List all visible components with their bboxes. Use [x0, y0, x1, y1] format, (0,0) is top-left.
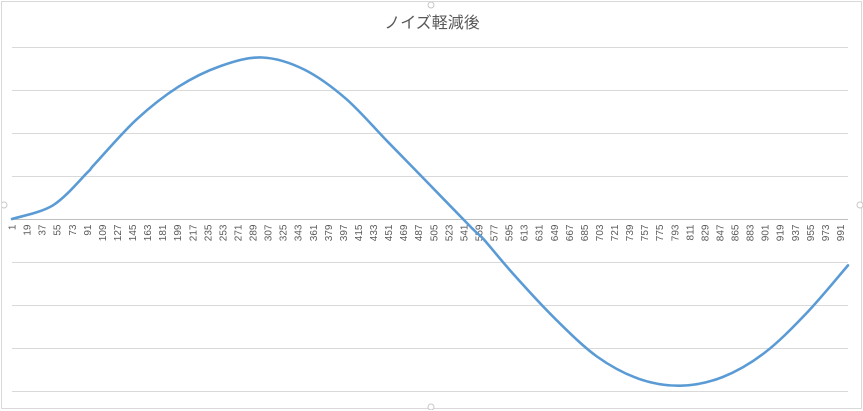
resize-handle-3[interactable] — [2, 201, 8, 209]
x-tick-label: 721 — [610, 224, 621, 241]
resize-handle-2[interactable] — [427, 403, 435, 410]
x-tick-label: 271 — [233, 224, 244, 241]
x-tick-label: 649 — [550, 224, 561, 241]
x-tick-label: 343 — [294, 224, 305, 241]
x-tick-label: 793 — [670, 224, 681, 241]
x-tick-label: 37 — [38, 224, 49, 236]
resize-handle-1[interactable] — [856, 201, 863, 209]
x-tick-label: 217 — [188, 224, 199, 241]
x-tick-label: 379 — [324, 224, 335, 241]
x-tick-label: 577 — [490, 224, 501, 241]
x-tick-label: 919 — [776, 224, 787, 241]
x-tick-label: 613 — [520, 224, 531, 241]
series-line-0 — [10, 56, 850, 388]
x-tick-label: 937 — [791, 224, 802, 241]
x-tick-label: 541 — [459, 224, 470, 241]
x-tick-label: 289 — [249, 224, 260, 241]
x-tick-label: 559 — [475, 224, 486, 241]
x-tick-label: 739 — [625, 224, 636, 241]
x-tick-label: 235 — [203, 224, 214, 241]
x-tick-label: 433 — [369, 224, 380, 241]
x-tick-label: 829 — [700, 224, 711, 241]
x-tick-label: 757 — [640, 224, 651, 241]
x-tick-label: 523 — [444, 224, 455, 241]
x-tick-label: 145 — [128, 224, 139, 241]
x-tick-label: 487 — [414, 224, 425, 241]
x-tick-label: 325 — [279, 224, 290, 241]
series-layer — [10, 56, 850, 388]
x-tick-label: 973 — [821, 224, 832, 241]
x-tick-label: 703 — [595, 224, 606, 241]
x-tick-label: 991 — [836, 224, 847, 241]
x-tick-label: 811 — [685, 224, 696, 240]
chart-title: ノイズ軽減後 — [384, 13, 480, 32]
x-tick-label: 109 — [98, 224, 109, 241]
resize-handle-0[interactable] — [427, 2, 435, 9]
x-tick-label: 901 — [761, 224, 772, 241]
x-tick-label: 469 — [399, 224, 410, 241]
x-tick-label: 253 — [218, 224, 229, 241]
x-tick-label: 451 — [384, 224, 395, 241]
x-tick-label: 865 — [731, 224, 742, 241]
x-tick-label: 667 — [565, 224, 576, 241]
gridlines — [12, 47, 848, 392]
x-tick-label: 415 — [354, 224, 365, 241]
x-tick-label: 595 — [505, 224, 516, 241]
x-tick-label: 307 — [264, 224, 275, 241]
x-tick-label: 631 — [535, 224, 546, 241]
x-tick-label: 505 — [429, 224, 440, 241]
x-tick-label: 955 — [806, 224, 817, 241]
x-tick-label: 1 — [8, 224, 19, 230]
x-tick-label: 883 — [746, 224, 757, 241]
x-tick-label: 847 — [716, 224, 727, 241]
x-tick-label: 361 — [309, 224, 320, 241]
x-tick-label: 685 — [580, 224, 591, 241]
x-tick-labels: 1 19 37 55 73 91 109 127 145 163 181 199 217 235 253 27… — [8, 224, 848, 241]
x-tick-label: 181 — [158, 224, 169, 241]
x-tick-label: 73 — [68, 224, 79, 236]
x-tick-label: 55 — [53, 224, 64, 236]
x-tick-label: 91 — [83, 224, 94, 236]
x-tick-label: 163 — [143, 224, 154, 241]
x-tick-label: 199 — [173, 224, 184, 241]
x-tick-label: 397 — [339, 224, 350, 241]
x-tick-label: 775 — [655, 224, 666, 241]
x-tick-label: 127 — [113, 224, 124, 241]
x-tick-label: 19 — [23, 224, 34, 236]
